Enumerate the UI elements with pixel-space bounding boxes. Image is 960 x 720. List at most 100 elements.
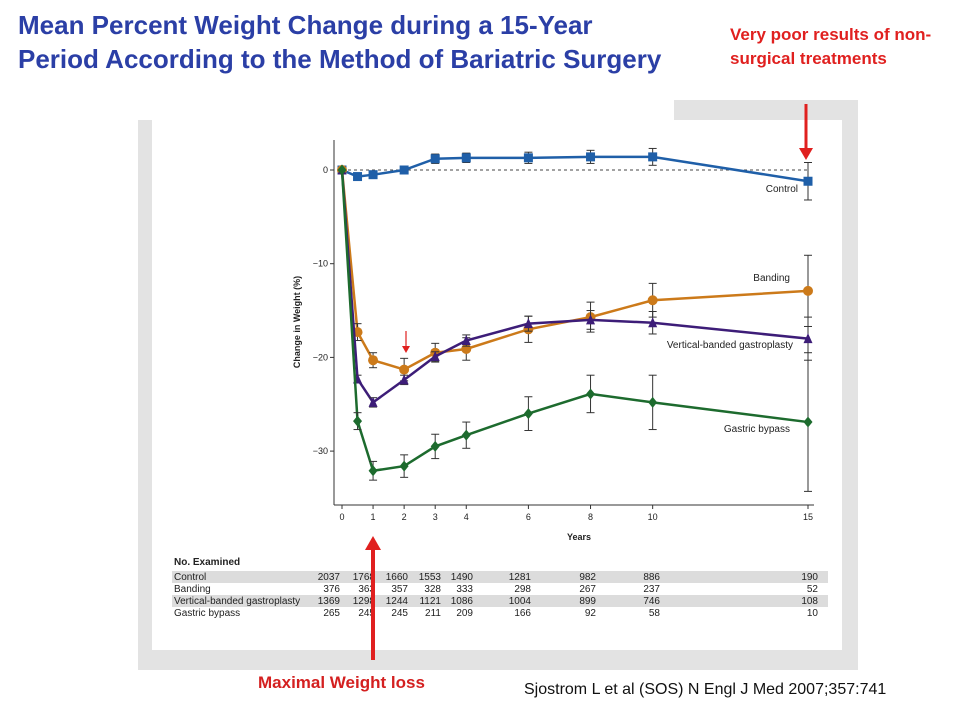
table-cell: 211 bbox=[425, 608, 441, 619]
table-cell: 245 bbox=[358, 608, 375, 619]
x-tick-label: 2 bbox=[402, 512, 407, 522]
table-cell: 2037 bbox=[318, 572, 341, 583]
examined-table: No. Examined Control 2037 1768 1660 1553 1490 1… bbox=[172, 557, 828, 619]
table-cell: 1298 bbox=[353, 596, 376, 607]
chart-inner-panel bbox=[152, 120, 842, 650]
x-tick-label: 1 bbox=[371, 512, 376, 522]
max-loss-arrow-head bbox=[365, 536, 381, 550]
data-point bbox=[586, 152, 596, 162]
table-cell: 899 bbox=[579, 596, 596, 607]
data-point bbox=[803, 176, 813, 186]
non-surgical-note: Very poor results of non-surgical treatm… bbox=[730, 25, 932, 68]
series-line bbox=[340, 169, 809, 473]
table-cell: 1490 bbox=[451, 572, 474, 583]
data-point bbox=[586, 314, 596, 325]
table-row-shade bbox=[172, 595, 828, 607]
series-line bbox=[341, 155, 809, 183]
table-cell: 245 bbox=[391, 608, 408, 619]
chart-axes: 0 −10 −20 −30 0 1 2 3 4 6 8 10 15 Years Change in Weig… bbox=[292, 140, 814, 542]
data-point bbox=[430, 440, 440, 452]
table-cell: 328 bbox=[424, 584, 441, 595]
table-cell: 166 bbox=[514, 608, 531, 619]
table-cell: 746 bbox=[643, 596, 660, 607]
y-tick-label: −20 bbox=[313, 352, 328, 362]
data-point bbox=[803, 416, 813, 428]
table-cell: 209 bbox=[456, 608, 473, 619]
data-point bbox=[586, 388, 596, 400]
y-tick-label: −10 bbox=[313, 259, 328, 269]
data-point bbox=[368, 465, 378, 477]
table-cell: 190 bbox=[801, 572, 818, 583]
table-cell: 1244 bbox=[386, 596, 409, 607]
data-point bbox=[523, 408, 533, 420]
series-label: Vertical-banded gastroplasty bbox=[667, 340, 793, 351]
chart-marks: Control Banding Vertical-banded gastroplas… bbox=[337, 147, 813, 492]
x-tick-label: 4 bbox=[464, 512, 469, 522]
table-cell: 267 bbox=[579, 584, 596, 595]
table-cell: 108 bbox=[801, 596, 818, 607]
citation: Sjostrom L et al (SOS) N Engl J Med 2007… bbox=[524, 681, 887, 698]
series-label: Gastric bypass bbox=[724, 424, 790, 435]
data-point bbox=[648, 396, 658, 408]
table-cell: 10 bbox=[807, 608, 819, 619]
series-line bbox=[340, 169, 809, 371]
table-cell: 357 bbox=[391, 584, 408, 595]
data-point bbox=[461, 335, 471, 346]
table-cell: 1768 bbox=[353, 572, 376, 583]
data-point bbox=[461, 153, 471, 163]
table-cell: 1660 bbox=[386, 572, 409, 583]
series-label: Control bbox=[766, 184, 798, 195]
table-cell: 1121 bbox=[419, 596, 441, 607]
data-point bbox=[523, 318, 533, 329]
maximal-weight-loss-label: Maximal Weight loss bbox=[258, 673, 425, 692]
y-tick-label: −30 bbox=[313, 446, 328, 456]
table-cell: 1369 bbox=[318, 596, 341, 607]
data-point bbox=[368, 396, 378, 407]
data-point bbox=[648, 152, 658, 162]
table-cell: 58 bbox=[649, 608, 661, 619]
data-point bbox=[523, 153, 533, 163]
data-point bbox=[368, 170, 378, 180]
table-cell: 376 bbox=[323, 584, 340, 595]
x-tick-label: 3 bbox=[433, 512, 438, 522]
data-point bbox=[353, 415, 363, 427]
x-tick-label: 15 bbox=[803, 512, 813, 522]
x-tick-label: 10 bbox=[648, 512, 658, 522]
table-cell: 333 bbox=[456, 584, 473, 595]
table-cell: 265 bbox=[323, 608, 340, 619]
data-point bbox=[399, 364, 410, 375]
x-tick-label: 8 bbox=[588, 512, 593, 522]
table-row-label: Control bbox=[174, 572, 206, 583]
slide-title: Mean Percent Weight Change during a 15-Y… bbox=[14, 2, 674, 120]
note-arrow-head bbox=[799, 148, 813, 160]
table-cell: 52 bbox=[807, 584, 819, 595]
data-point bbox=[368, 355, 379, 366]
x-tick-label: 6 bbox=[526, 512, 531, 522]
data-point bbox=[399, 374, 409, 385]
data-point bbox=[353, 172, 363, 182]
table-cell: 982 bbox=[579, 572, 596, 583]
table-cell: 1281 bbox=[509, 572, 532, 583]
table-header: No. Examined bbox=[174, 557, 240, 568]
series-label: Banding bbox=[753, 273, 790, 284]
data-point bbox=[399, 460, 409, 472]
table-cell: 237 bbox=[643, 584, 660, 595]
banding-arrow-head bbox=[402, 346, 410, 353]
table-row-label: Banding bbox=[174, 584, 211, 595]
data-point bbox=[399, 165, 409, 175]
data-point bbox=[430, 154, 440, 164]
table-cell: 886 bbox=[643, 572, 660, 583]
table-row-shade bbox=[172, 571, 828, 583]
data-point bbox=[337, 164, 347, 176]
table-cell: 298 bbox=[514, 584, 531, 595]
data-point bbox=[803, 285, 813, 296]
table-cell: 92 bbox=[585, 608, 597, 619]
table-cell: 1004 bbox=[509, 596, 532, 607]
table-cell: 1086 bbox=[451, 596, 474, 607]
x-axis-label: Years bbox=[567, 532, 591, 542]
x-tick-label: 0 bbox=[339, 512, 344, 522]
table-cell: 1553 bbox=[419, 572, 442, 583]
table-cell: 363 bbox=[358, 584, 375, 595]
data-point bbox=[803, 333, 813, 344]
